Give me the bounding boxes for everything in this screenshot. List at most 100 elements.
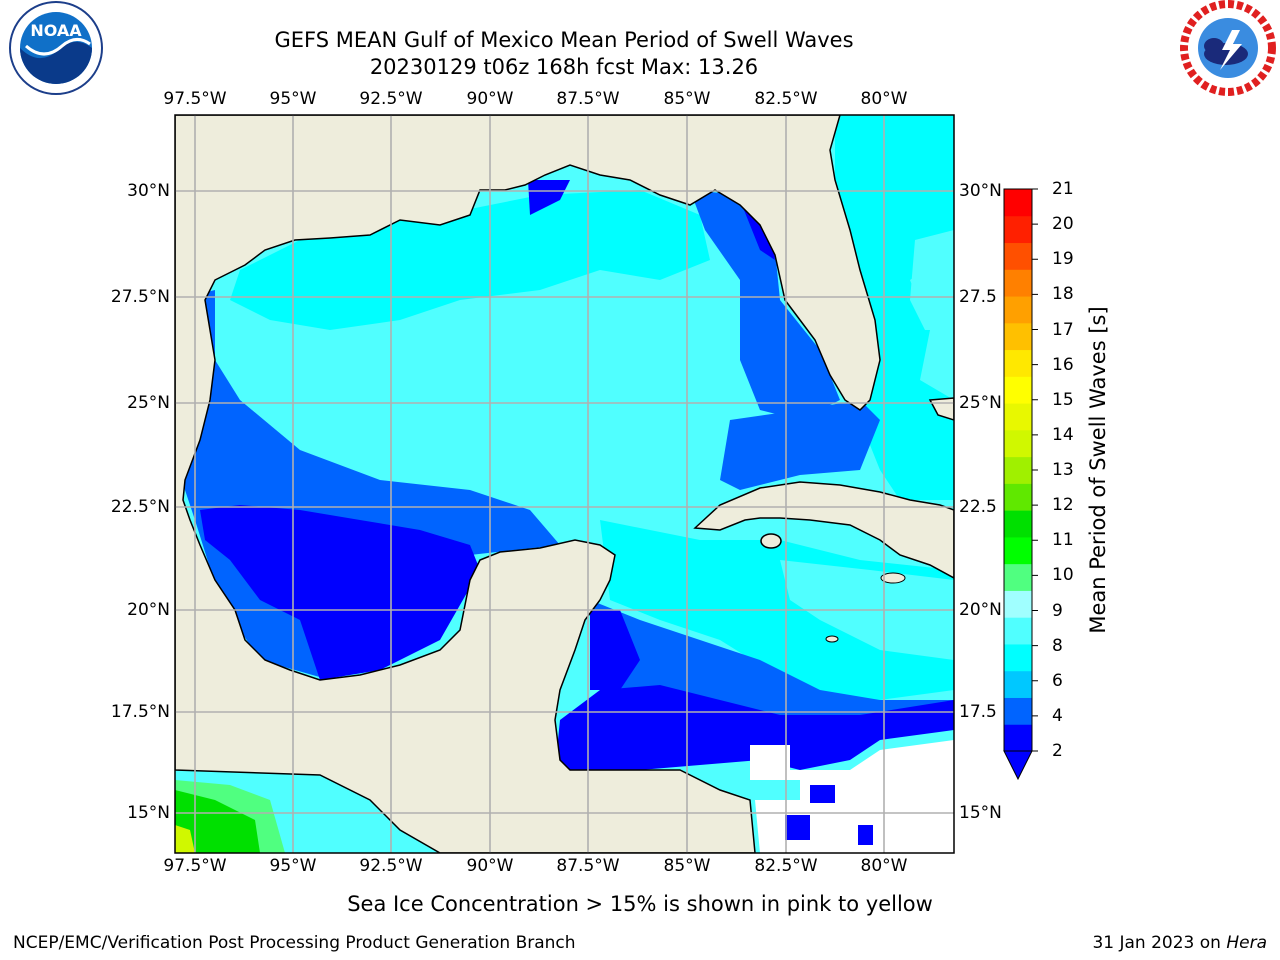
colorbar-tick-label: 16	[1052, 354, 1074, 375]
florida-deep-patch	[740, 200, 775, 260]
sea-ice-note-text: Sea Ice Concentration > 15% is shown in …	[347, 892, 933, 916]
caribbean-mid-blue	[590, 600, 954, 720]
lat-label-right: 30°N	[959, 181, 1002, 201]
lat-label-left: 25°N	[127, 393, 170, 413]
lat-label-right: 22.5	[959, 497, 997, 517]
lat-label-right: 15°N	[959, 803, 1002, 823]
colorbar-bin	[1004, 590, 1032, 618]
lon-label-top: 87.5°W	[556, 89, 620, 109]
caribbean-deep-patch	[590, 610, 640, 690]
svg-text:NOAA: NOAA	[30, 21, 82, 40]
gulf-east-mid-blue	[690, 190, 840, 420]
colorbar-title: Mean Period of Swell Waves [s]	[1086, 306, 1110, 634]
colorbar-bin	[1004, 643, 1032, 672]
nws-logo-icon	[1180, 0, 1276, 96]
sea-ice-note: Sea Ice Concentration > 15% is shown in …	[0, 892, 1280, 916]
colorbar-tick-label: 14	[1052, 424, 1074, 445]
atlantic-light-patch	[910, 230, 954, 330]
colorbar-tick-label: 12	[1052, 495, 1074, 516]
colorbar-tick-label: 20	[1052, 214, 1074, 235]
lat-label-left: 17.5°N	[110, 702, 170, 722]
noaa-logo-icon: NOAA	[9, 1, 103, 95]
date-stamp: 31 Jan 2023 on Hera	[1092, 933, 1267, 953]
lat-label-right: 20°N	[959, 600, 1002, 620]
lon-label-bottom: 82.5°W	[754, 856, 818, 876]
lon-label-top: 90°W	[466, 89, 514, 109]
nws-logo	[1176, 0, 1276, 100]
lon-label-bottom: 92.5°W	[359, 856, 423, 876]
lon-label-top: 82.5°W	[754, 89, 818, 109]
lat-label-left: 15°N	[127, 803, 170, 823]
lat-label-left: 20°N	[127, 600, 170, 620]
colorbar-tick-label: 8	[1052, 635, 1063, 656]
lon-label-top: 92.5°W	[359, 89, 423, 109]
colorbar-bin	[1004, 376, 1032, 404]
deep-blue-islet-3	[810, 785, 835, 803]
pacific-yellow-green-region	[175, 825, 195, 853]
colorbar-bin	[1004, 403, 1032, 431]
lat-label-right: 17.5	[959, 702, 997, 722]
lon-label-bottom: 95°W	[269, 856, 317, 876]
land-isle-of-youth	[760, 533, 782, 549]
machine-name: Hera	[1226, 933, 1267, 953]
gulf-cyan-core	[230, 190, 710, 330]
land-us-gulf-coast	[175, 115, 881, 853]
lon-label-bottom: 85°W	[663, 856, 711, 876]
colorbar-extend-arrow	[1003, 750, 1033, 781]
pacific-bright-green-region	[175, 790, 260, 853]
colorbar-tick-label: 18	[1052, 284, 1074, 305]
colorbar-tick-label: 9	[1052, 600, 1063, 621]
lat-label-right: 27.5	[959, 287, 997, 307]
colorbar-bin	[1004, 215, 1032, 244]
colorbar-bin	[1004, 456, 1032, 484]
credit-text: NCEP/EMC/Verification Post Processing Pr…	[13, 933, 576, 953]
colorbar-bin	[1004, 617, 1032, 645]
colorbar-bin	[1004, 483, 1032, 511]
colorbar-bin	[1004, 322, 1032, 351]
colorbar-tick-label: 13	[1052, 460, 1074, 480]
lon-label-top: 80°W	[860, 89, 908, 109]
colorbar	[1003, 188, 1038, 781]
lat-label-left: 30°N	[127, 181, 170, 201]
colorbar-tick-label: 10	[1052, 565, 1074, 586]
colorbar-bin	[1004, 697, 1032, 725]
florida-strait-mid-blue	[720, 400, 880, 490]
date-text: 31 Jan 2023 on	[1092, 933, 1227, 953]
lon-label-bottom: 97.5°W	[163, 856, 227, 876]
colorbar-tick-label: 17	[1052, 319, 1074, 340]
lat-label-left: 22.5°N	[110, 497, 170, 517]
map-title: GEFS MEAN Gulf of Mexico Mean Period of …	[274, 28, 854, 52]
lat-label-right: 25°N	[959, 393, 1002, 413]
campeche-deep-blue	[200, 505, 480, 680]
colorbar-tick-label: 4	[1052, 705, 1063, 726]
map-plot-area	[175, 115, 954, 853]
lon-label-top: 97.5°W	[163, 89, 227, 109]
caribbean-deep-blue	[555, 685, 954, 775]
lon-label-bottom: 90°W	[466, 856, 514, 876]
colorbar-bin	[1004, 724, 1032, 752]
lon-label-bottom: 87.5°W	[556, 856, 620, 876]
north-gulf-deep-patch	[528, 180, 570, 215]
land-cuba	[693, 481, 954, 579]
map-subtitle: 20230129 t06z 168h fcst Max: 13.26	[369, 55, 759, 79]
colorbar-bin	[1004, 242, 1032, 270]
noaa-logo: NOAA	[4, 0, 104, 100]
colorbar-bin	[1004, 269, 1032, 297]
colorbar-bin	[1004, 189, 1032, 217]
lon-label-bottom: 80°W	[860, 856, 908, 876]
colorbar-tick-label: 21	[1052, 179, 1074, 199]
colorbar-tick-label: 19	[1052, 249, 1074, 270]
colorbar-tick-label: 15	[1052, 389, 1074, 410]
colorbar-bin	[1004, 429, 1032, 458]
colorbar-bin	[1004, 296, 1032, 324]
colorbar-bin	[1004, 349, 1032, 377]
map-frame	[174, 114, 955, 854]
lon-label-top: 95°W	[269, 89, 317, 109]
lat-label-left: 27.5°N	[110, 287, 170, 307]
colorbar-bin	[1004, 510, 1032, 538]
colorbar-bin	[1004, 670, 1032, 698]
land-jamaica-fragment	[880, 572, 906, 584]
lon-label-top: 85°W	[663, 89, 711, 109]
deep-blue-islet-2	[858, 825, 873, 845]
